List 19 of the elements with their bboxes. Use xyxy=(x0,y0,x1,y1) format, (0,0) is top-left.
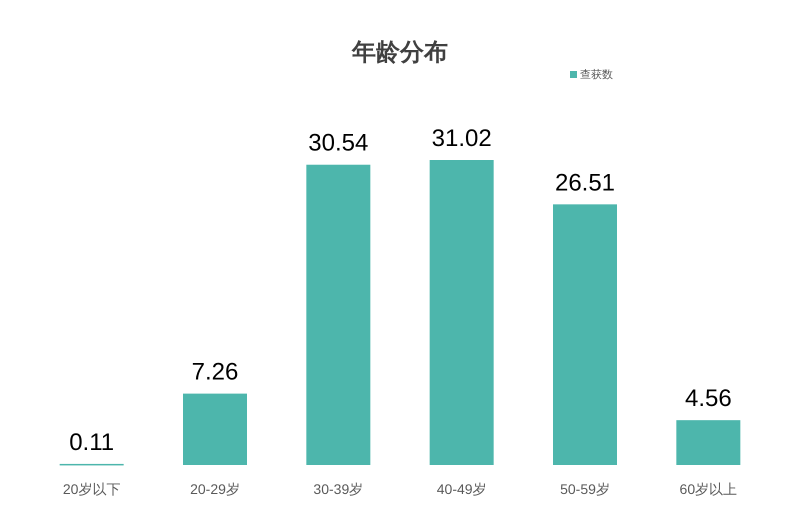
data-label: 0.11 xyxy=(69,428,114,456)
bar xyxy=(676,420,740,465)
data-label: 31.02 xyxy=(432,125,492,152)
x-tick-label: 20-29岁 xyxy=(190,481,240,497)
x-tick-label: 20岁以下 xyxy=(62,481,120,497)
bar xyxy=(183,394,247,465)
x-tick-label: 30-39岁 xyxy=(313,481,364,497)
data-label: 26.51 xyxy=(554,169,616,196)
legend-label: 查获数 xyxy=(580,68,613,81)
bar xyxy=(553,204,617,465)
data-label: 4.56 xyxy=(684,385,732,412)
x-tick-label: 50-59岁 xyxy=(560,481,610,497)
x-tick-label: 40-49岁 xyxy=(436,481,487,497)
data-label: 30.54 xyxy=(308,130,368,157)
bar xyxy=(430,160,494,465)
data-label: 7.26 xyxy=(192,358,238,386)
x-tick-label: 60岁以上 xyxy=(680,481,738,497)
bar xyxy=(306,164,370,465)
chart-title: 年龄分布 xyxy=(351,39,448,66)
